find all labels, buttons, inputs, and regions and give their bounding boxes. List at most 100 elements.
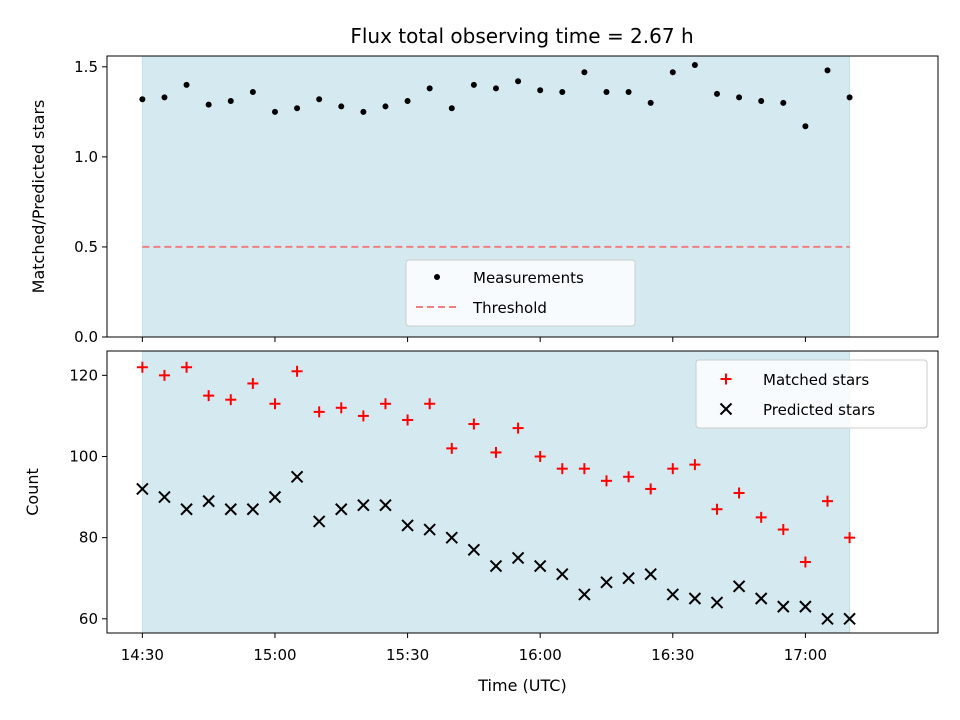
predicted-marker-b [754, 592, 768, 605]
predicted-marker-b [467, 543, 481, 557]
predicted-star-point [710, 596, 724, 609]
predicted-marker-b [511, 551, 525, 565]
predicted-star-point [533, 559, 547, 573]
legend-predicted-marker-b [719, 402, 733, 416]
predicted-star-point [600, 576, 613, 589]
matched-star-point [667, 463, 679, 475]
predicted-marker-b [666, 588, 679, 601]
matched-star-point [645, 483, 657, 495]
predicted-star-point [379, 498, 392, 512]
measurement-point [647, 99, 654, 106]
matched-star-point [247, 377, 259, 389]
predicted-star-point [666, 588, 679, 601]
measurement-point [360, 108, 367, 115]
predicted-marker-b [246, 503, 260, 516]
predicted-marker-b [777, 600, 790, 613]
predicted-star-point [732, 580, 746, 593]
matched-star-point [468, 418, 480, 430]
measurement-point [537, 87, 544, 94]
measurement-point [338, 103, 345, 110]
predicted-star-point [821, 612, 834, 626]
measurement-point [713, 90, 720, 97]
measurement-point [780, 99, 787, 106]
legend-predicted-label: Predicted stars [763, 401, 875, 419]
x-tick-label: 16:30 [651, 646, 694, 664]
plot-frame [106, 350, 939, 634]
ratio-panel: 0.0 0.5 1.0 1.5 Matched/Predicted stars Measu… [29, 55, 939, 346]
predicted-marker-b [136, 482, 149, 496]
measurement-point [691, 62, 698, 69]
measurement-point [603, 89, 610, 96]
y-tick-label: 80 [79, 529, 98, 547]
predicted-star-point [224, 503, 237, 516]
measurement-point [183, 81, 190, 88]
matched-star-point [225, 394, 237, 406]
matched-star-point [291, 365, 303, 377]
predicted-marker-b [843, 612, 856, 626]
predicted-marker-b [268, 490, 282, 504]
measurement-point [161, 94, 168, 101]
legend-matched-label: Matched stars [763, 371, 869, 389]
measurement-point [515, 78, 522, 85]
legend-threshold-label: Threshold [472, 299, 547, 317]
predicted-star-point [312, 515, 326, 528]
x-tick-label: 15:00 [253, 646, 296, 664]
matched-star-point [821, 495, 833, 507]
predicted-star-point [489, 559, 503, 573]
y-tick-label: 1.5 [74, 58, 98, 76]
legend-box [405, 259, 636, 327]
count-panel: 60 80 100 120 14:30 15:00 15:30 16:00 16:30 17:00… [23, 350, 939, 695]
predicted-marker-b [600, 576, 613, 589]
measurement-point [581, 69, 588, 76]
predicted-star-point [777, 600, 790, 613]
matched-star-point [623, 471, 635, 483]
predicted-star-point [202, 494, 215, 508]
measurement-point [470, 81, 477, 88]
measurement-point [448, 105, 455, 112]
y-tick-label: 60 [79, 610, 98, 628]
matched-star-point [203, 390, 215, 402]
predicted-marker-b [357, 498, 370, 512]
measurement-point [205, 101, 212, 108]
predicted-marker-b [489, 559, 503, 573]
predicted-star-point [268, 490, 282, 504]
x-axis-label: Time (UTC) [477, 676, 566, 695]
matched-star-point [424, 398, 436, 410]
measurement-point [559, 89, 566, 96]
plot-frame [106, 55, 939, 338]
predicted-marker-b [644, 567, 657, 581]
measurement-point [426, 85, 433, 92]
predicted-star-point [467, 543, 481, 557]
measurement-point [294, 105, 301, 112]
y-tick-label: 100 [69, 447, 98, 465]
matched-star-point [689, 459, 701, 471]
matched-star-point [799, 556, 811, 568]
chart-title: Flux total observing time = 2.67 h [350, 24, 693, 48]
predicted-star-point [335, 503, 348, 516]
measurement-point [802, 123, 809, 130]
y-tick-label: 120 [69, 366, 98, 384]
y-tick-label: 1.0 [74, 148, 98, 166]
x-tick-label: 14:30 [121, 646, 164, 664]
predicted-marker-b [312, 515, 326, 528]
predicted-star-point [246, 503, 260, 516]
predicted-star-point [754, 592, 768, 605]
predicted-star-point [688, 592, 702, 605]
predicted-star-point [556, 567, 569, 581]
measurement-point [492, 85, 499, 92]
y-axis-label: Count [23, 468, 42, 516]
matched-star-point [733, 487, 745, 499]
matched-star-point [269, 398, 281, 410]
measurement-point [736, 94, 743, 101]
measurement-point [404, 98, 411, 105]
measurement-point [227, 98, 234, 105]
matched-star-point [357, 410, 369, 422]
predicted-star-point [622, 572, 635, 585]
predicted-marker-b [335, 503, 348, 516]
matched-star-point [600, 475, 612, 487]
matched-star-point [379, 398, 391, 410]
predicted-marker-b [688, 592, 702, 605]
measurement-point [758, 98, 765, 105]
matched-star-point [844, 532, 856, 544]
measurement-point [271, 108, 278, 115]
